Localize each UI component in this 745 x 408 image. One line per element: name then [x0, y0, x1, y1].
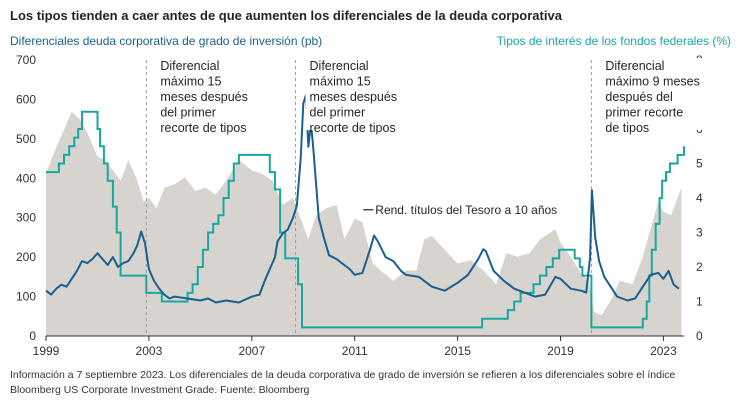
annotation-a3-line-1: Diferencial: [605, 59, 664, 73]
annotation-a2: Diferencial máximo 15 meses después del pri…: [310, 59, 398, 135]
right-tick-label-3: 3: [696, 226, 703, 240]
right-axis-title: Tipos de interés de los fondos federales…: [496, 34, 731, 48]
annotation-a2-line-1: Diferencial: [310, 59, 369, 73]
left-tick-label-600: 600: [16, 92, 36, 106]
annotation-a3-line-5: de tipos: [605, 121, 649, 135]
x-tick-label-2023: 2023: [650, 344, 677, 358]
annotation-a2-line-3: meses después: [310, 90, 398, 104]
right-tick-label-2: 2: [696, 260, 703, 274]
left-tick-label-400: 400: [16, 171, 36, 185]
treasury-area-layer: [46, 111, 682, 336]
annotation-a1-line-2: máximo 15: [160, 75, 221, 89]
left-tick-label-0: 0: [29, 329, 36, 343]
annotation-a1-bg: [156, 58, 279, 130]
x-tick-label-1999: 1999: [33, 344, 60, 358]
x-tick-label-2003: 2003: [136, 344, 163, 358]
chart-title: Los tipos tienden a caer antes de que au…: [10, 8, 562, 23]
left-tick-label-500: 500: [16, 132, 36, 146]
fed-funds-line: [46, 110, 685, 329]
left-tick-label-200: 200: [16, 250, 36, 264]
right-tick-label-5: 5: [696, 157, 703, 171]
annotations-layer: Diferencial máximo 15 meses después del pri…: [156, 58, 724, 217]
annotation-a3-line-3: después del: [605, 90, 672, 104]
annotation-a2-line-5: recorte de tipos: [310, 121, 396, 135]
annotation-a2-line-2: máximo 15: [310, 75, 371, 89]
left-tick-label-700: 700: [16, 53, 36, 67]
x-tick-label-2015: 2015: [444, 344, 471, 358]
footer-note: Información a 7 septiembre 2023. Los dif…: [10, 368, 730, 398]
treasury-yield-area: [46, 111, 682, 336]
right-tick-label-4: 4: [696, 191, 703, 205]
x-tick-label-2007: 2007: [238, 344, 265, 358]
x-tick-label-2011: 2011: [342, 344, 368, 358]
fed-funds-layer: [46, 110, 685, 329]
left-tick-label-100: 100: [16, 290, 36, 304]
right-tick-label-0: 0: [696, 329, 703, 343]
footer-line-2: Bloomberg US Corporate Investment Grade.…: [10, 384, 310, 396]
annotation-a1-line-5: recorte de tipos: [160, 121, 246, 135]
annotation-a1-line-3: meses después: [160, 90, 248, 104]
spread-layer: [45, 94, 680, 304]
annotation-a1: Diferencial máximo 15 meses después del pri…: [160, 59, 248, 135]
annotation-a3-bg: [601, 58, 724, 130]
annotation-a3-line-4: primer recorte: [605, 106, 683, 120]
credit-spread-line: [45, 94, 680, 304]
footer-line-1: Información a 7 septiembre 2023. Los dif…: [10, 369, 676, 381]
annotation-a2-line-4: del primer: [310, 106, 366, 120]
annotation-a1-line-1: Diferencial: [160, 59, 219, 73]
annotation-a2-bg: [305, 58, 428, 130]
treasury-inline-label: Rend. títulos del Tesoro a 10 años: [375, 203, 557, 217]
annotation-a1-line-4: del primer: [160, 106, 216, 120]
right-tick-label-1: 1: [696, 295, 703, 309]
left-tick-label-300: 300: [16, 211, 36, 225]
axes-layer: 1999 2003 2007 2011 2015 2019 2023010020030040…: [16, 53, 703, 358]
annotation-a3-line-2: máximo 9 meses: [605, 75, 699, 89]
annotation-a3: Diferencial máximo 9 meses después del prim…: [605, 59, 699, 135]
x-tick-label-2019: 2019: [547, 344, 574, 358]
left-axis-title: Diferenciales deuda corporativa de grado…: [10, 34, 323, 48]
